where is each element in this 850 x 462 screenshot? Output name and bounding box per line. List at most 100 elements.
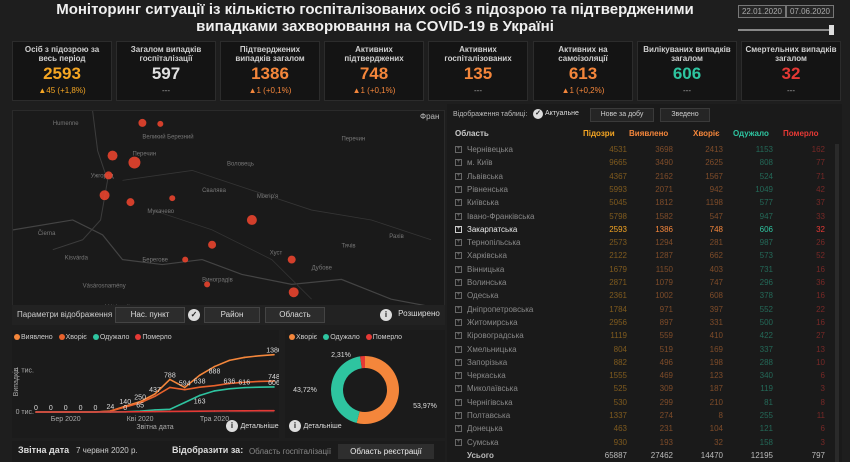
table-row[interactable]: + Волинська 2871 1079 747 296 36 bbox=[455, 277, 833, 289]
expand-icon[interactable]: + bbox=[455, 425, 462, 433]
info-icon[interactable]: i bbox=[226, 420, 238, 432]
district-check-icon[interactable]: ✓ bbox=[188, 309, 200, 321]
pie-slice-Померло[interactable] bbox=[360, 356, 365, 369]
map-canvas[interactable]: Humenne Великий Березний Перечин Ужгород Мук… bbox=[13, 111, 444, 321]
table-row[interactable]: + Сумська 930 193 32 158 3 bbox=[455, 437, 833, 449]
expand-icon[interactable]: + bbox=[455, 345, 462, 353]
mode-summary[interactable]: Зведено bbox=[660, 108, 710, 122]
column-header[interactable]: Одужало bbox=[733, 129, 769, 138]
map-case-bubble[interactable] bbox=[128, 156, 141, 169]
expand-icon[interactable]: + bbox=[455, 146, 462, 153]
expand-icon[interactable]: + bbox=[455, 332, 462, 340]
table-row[interactable]: + Івано-Франківська 5798 1582 547 947 33 bbox=[455, 211, 833, 223]
info-icon[interactable]: i bbox=[380, 309, 392, 321]
extended-button[interactable]: Розширено bbox=[398, 309, 440, 318]
map-case-bubble[interactable] bbox=[288, 287, 299, 298]
expand-icon[interactable]: + bbox=[455, 212, 462, 220]
date-from-field[interactable]: 22.01.2020 bbox=[738, 5, 786, 18]
column-header[interactable]: Хворіє bbox=[693, 129, 720, 138]
table-row[interactable]: + Львівська 4367 2162 1567 524 71 bbox=[455, 171, 833, 183]
pie-chart[interactable]: 53,97% 43,72% 2,31% bbox=[285, 340, 445, 438]
column-header[interactable]: Підозри bbox=[583, 129, 615, 138]
map-case-bubble[interactable] bbox=[104, 171, 113, 180]
map-case-bubble[interactable] bbox=[208, 240, 217, 249]
expand-icon[interactable]: + bbox=[455, 239, 462, 247]
table-row[interactable]: + Запорізька 882 496 198 288 10 bbox=[455, 357, 833, 369]
map-case-bubble[interactable] bbox=[204, 281, 211, 288]
expand-icon[interactable]: + bbox=[455, 318, 462, 326]
hospital-region-option[interactable]: Область госпіталізації bbox=[248, 447, 332, 456]
pie-slice-Хворіє[interactable] bbox=[356, 356, 399, 424]
expand-icon[interactable]: + bbox=[455, 372, 462, 380]
table-row[interactable]: + Чернівецька 4531 3698 2413 1153 162 bbox=[455, 144, 833, 156]
registration-region-option[interactable]: Область реєстрації bbox=[338, 444, 434, 459]
table-row[interactable]: + Київська 5045 1812 1198 577 37 bbox=[455, 197, 833, 209]
detail-button[interactable]: Детальніше bbox=[303, 423, 342, 430]
cell-value: 340 bbox=[759, 371, 773, 381]
pie-detail-control[interactable]: i Детальніше bbox=[289, 420, 342, 432]
table-row[interactable]: + Дніпропетровська 1784 971 397 552 22 bbox=[455, 304, 833, 316]
column-header[interactable]: Область bbox=[455, 129, 489, 138]
region-map[interactable]: Humenne Великий Березний Перечин Ужгород Мук… bbox=[12, 110, 445, 322]
expand-icon[interactable]: + bbox=[455, 265, 462, 273]
pie-slice-Одужало[interactable] bbox=[331, 356, 362, 423]
district-button[interactable]: Район bbox=[204, 307, 260, 323]
table-row[interactable]: + Черкаська 1555 469 123 340 6 bbox=[455, 370, 833, 382]
date-to-field[interactable]: 07.06.2020 bbox=[786, 5, 834, 18]
table-scrollbar[interactable] bbox=[835, 144, 839, 462]
map-case-bubble[interactable] bbox=[126, 198, 135, 207]
map-case-bubble[interactable] bbox=[157, 120, 164, 127]
mode-new-daily[interactable]: Нове за добу bbox=[590, 108, 654, 122]
table-row[interactable]: + Кіровоградська 1119 559 410 422 27 bbox=[455, 330, 833, 342]
column-header[interactable]: Виявлено bbox=[629, 129, 669, 138]
table-row[interactable]: + м. Київ 9665 3490 2625 808 77 bbox=[455, 157, 833, 169]
table-row[interactable]: + Рівненська 5993 2071 942 1049 42 bbox=[455, 184, 833, 196]
cell-value: 1812 bbox=[655, 198, 673, 208]
map-case-bubble[interactable] bbox=[287, 255, 296, 264]
table-row[interactable]: + Полтавська 1337 274 8 255 11 bbox=[455, 410, 833, 422]
table-row[interactable]: + Тернопільська 2573 1294 281 987 26 bbox=[455, 237, 833, 249]
table-row[interactable]: + Одеська 2361 1002 608 378 16 bbox=[455, 290, 833, 302]
table-row[interactable]: + Житомирська 2956 897 331 500 16 bbox=[455, 317, 833, 329]
expand-icon[interactable]: + bbox=[455, 172, 462, 180]
detail-button[interactable]: Детальніше bbox=[240, 423, 279, 430]
region-name: Полтавська bbox=[467, 411, 511, 420]
slider-handle[interactable] bbox=[829, 25, 834, 35]
table-row[interactable]: + Чернігівська 530 299 210 81 8 bbox=[455, 397, 833, 409]
table-row[interactable]: + Донецька 463 231 104 121 6 bbox=[455, 423, 833, 435]
expand-icon[interactable]: + bbox=[455, 398, 462, 406]
table-body[interactable]: + Чернівецька 4531 3698 2413 1153 162 + м. Київ 9… bbox=[447, 144, 842, 462]
column-header[interactable]: Померло bbox=[783, 129, 819, 138]
mode-actual[interactable]: ✓ Актуальне bbox=[533, 109, 579, 119]
expand-icon[interactable]: + bbox=[455, 225, 462, 233]
map-case-bubble[interactable] bbox=[246, 215, 257, 225]
table-row[interactable]: + Вінницька 1679 1150 403 731 16 bbox=[455, 264, 833, 276]
expand-icon[interactable]: + bbox=[455, 305, 462, 313]
table-total-row[interactable]: Усього 65887 27462 14470 12195 797 bbox=[455, 450, 833, 462]
map-case-bubble[interactable] bbox=[99, 190, 110, 201]
expand-icon[interactable]: + bbox=[455, 185, 462, 193]
map-case-bubble[interactable] bbox=[138, 118, 147, 127]
expand-icon[interactable]: + bbox=[455, 438, 462, 446]
table-row[interactable]: + Закарпатська 2593 1386 748 606 32 bbox=[455, 224, 833, 236]
date-range-slider[interactable] bbox=[738, 25, 834, 35]
expand-icon[interactable]: + bbox=[455, 385, 462, 393]
line-detail-control[interactable]: i Детальніше bbox=[226, 420, 279, 432]
map-case-bubble[interactable] bbox=[169, 195, 176, 202]
settlement-button[interactable]: Нас. пункт bbox=[115, 307, 185, 323]
expand-icon[interactable]: + bbox=[455, 159, 462, 167]
oblast-button[interactable]: Область bbox=[265, 307, 325, 323]
expand-icon[interactable]: + bbox=[455, 199, 462, 207]
expand-icon[interactable]: + bbox=[455, 279, 462, 286]
info-icon[interactable]: i bbox=[289, 420, 301, 432]
expand-icon[interactable]: + bbox=[455, 358, 462, 366]
map-case-bubble[interactable] bbox=[182, 256, 189, 263]
table-row[interactable]: + Миколаївська 525 309 187 119 3 bbox=[455, 383, 833, 395]
expand-icon[interactable]: + bbox=[455, 292, 462, 300]
table-row[interactable]: + Харківська 2122 1287 662 573 52 bbox=[455, 250, 833, 262]
expand-icon[interactable]: + bbox=[455, 252, 462, 260]
expand-icon[interactable]: + bbox=[455, 412, 462, 419]
table-row[interactable]: + Хмельницька 804 519 169 337 13 bbox=[455, 344, 833, 356]
map-case-bubble[interactable] bbox=[107, 150, 118, 161]
